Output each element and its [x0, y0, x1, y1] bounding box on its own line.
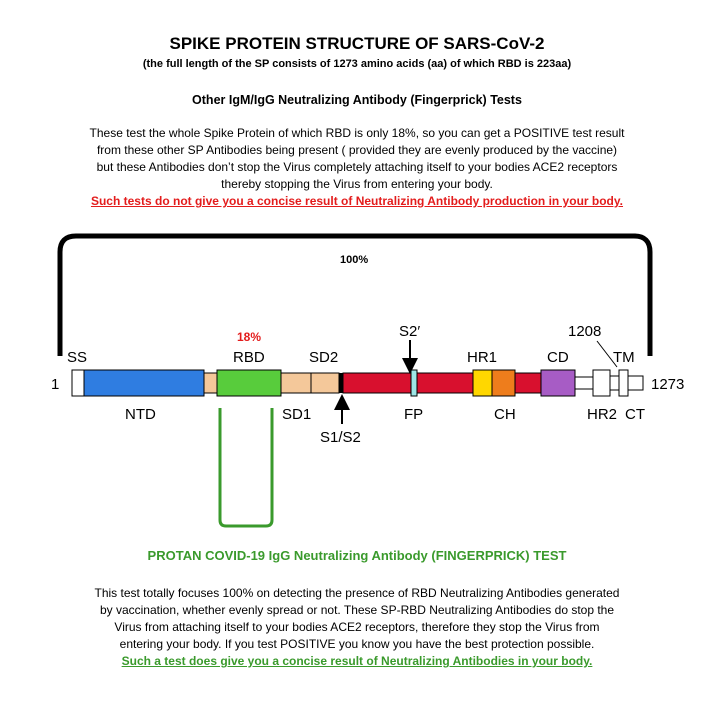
- segment-linker-3: [609, 375, 620, 391]
- label-hr2: HR2: [587, 406, 617, 423]
- section-title: Other IgM/IgG Neutralizing Antibody (Fin…: [192, 93, 522, 107]
- segment-cd: [540, 369, 576, 397]
- leader-1208: [596, 340, 618, 368]
- label-s2prime: S2′: [399, 323, 420, 340]
- intro-line: from these other SP Antibodies being pre…: [96, 143, 618, 157]
- start-residue: 1: [51, 376, 59, 393]
- label-ss: SS: [67, 349, 87, 366]
- segment-rbd: [216, 369, 282, 397]
- protan-line: Virus from attaching itself to your bodi…: [114, 620, 600, 634]
- intro-paragraph: These test the whole Spike Protein of wh…: [0, 125, 714, 210]
- segment-s2-c: [514, 372, 542, 394]
- label-rbd: RBD: [233, 349, 265, 366]
- segment-ct: [627, 375, 644, 391]
- segment-s2-a: [342, 372, 412, 394]
- segment-tm: [618, 369, 629, 397]
- end-residue: 1273: [651, 376, 684, 393]
- protan-line: by vaccination, whether evenly spread or…: [99, 603, 615, 617]
- label-hr1: HR1: [467, 349, 497, 366]
- segment-fp: [410, 369, 418, 397]
- segment-linker-2: [574, 376, 594, 390]
- protan-line: This test totally focuses 100% on detect…: [94, 586, 620, 600]
- protan-paragraph: This test totally focuses 100% on detect…: [0, 585, 714, 670]
- label-ntd: NTD: [125, 406, 156, 423]
- segment-sd1: [280, 372, 312, 394]
- intro-line: thereby stopping the Virus from entering…: [221, 177, 493, 191]
- protan-conclusion: Such a test does give you a concise resu…: [121, 654, 593, 668]
- page-title: SPIKE PROTEIN STRUCTURE OF SARS-CoV-2: [169, 34, 545, 53]
- rbd-bracket: [218, 408, 274, 528]
- label-sd2: SD2: [309, 349, 338, 366]
- full-length-percent: 100%: [340, 254, 368, 266]
- label-sd1: SD1: [282, 406, 311, 423]
- segment-hr2: [592, 369, 611, 397]
- segment-ss: [71, 369, 85, 397]
- protan-line: entering your body. If you test POSITIVE…: [119, 637, 595, 651]
- segment-hr1: [472, 369, 493, 397]
- segment-linker-1: [203, 372, 218, 394]
- label-tm: TM: [613, 349, 635, 366]
- segment-s2-b: [416, 372, 474, 394]
- segment-ch: [491, 369, 516, 397]
- label-fp: FP: [404, 406, 423, 423]
- full-length-bracket: [57, 233, 653, 356]
- label-cd: CD: [547, 349, 569, 366]
- protan-title: PROTAN COVID-19 IgG Neutralizing Antibod…: [147, 548, 567, 563]
- intro-warning: Such tests do not give you a concise res…: [90, 194, 624, 208]
- rbd-percent: 18%: [237, 330, 261, 344]
- intro-line: These test the whole Spike Protein of wh…: [89, 126, 625, 140]
- segment-sd2: [310, 372, 340, 394]
- segment-s1s2-cleavage: [339, 373, 343, 393]
- segment-ntd: [83, 369, 205, 397]
- label-s1s2: S1/S2: [320, 429, 361, 446]
- label-ch: CH: [494, 406, 516, 423]
- label-1208: 1208: [568, 323, 601, 340]
- intro-line: but these Antibodies don’t stop the Viru…: [96, 160, 618, 174]
- page-subtitle: (the full length of the SP consists of 1…: [142, 58, 572, 70]
- label-ct: CT: [625, 406, 645, 423]
